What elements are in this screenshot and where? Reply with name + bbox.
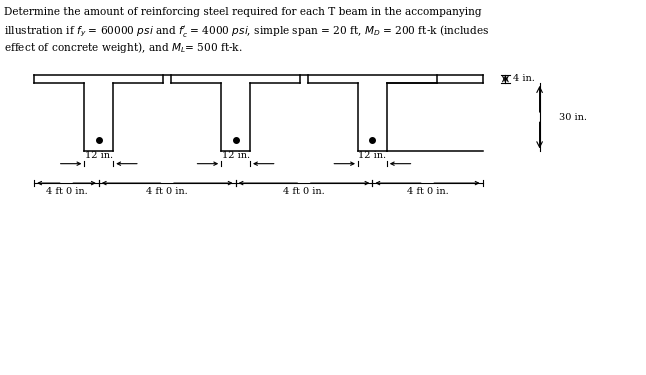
Text: 12 in.: 12 in. <box>85 151 113 160</box>
Text: 4 in.: 4 in. <box>513 75 535 84</box>
Text: 4 ft 0 in.: 4 ft 0 in. <box>147 188 188 196</box>
Text: 4 ft 0 in.: 4 ft 0 in. <box>46 188 87 196</box>
Text: Determine the amount of reinforcing steel required for each T beam in the accomp: Determine the amount of reinforcing stee… <box>4 7 481 16</box>
Text: effect of concrete weight), and $M_L$= 500 ft-k.: effect of concrete weight), and $M_L$= 5… <box>4 40 242 55</box>
Text: 12 in.: 12 in. <box>359 151 386 160</box>
Text: 12 in.: 12 in. <box>222 151 249 160</box>
Text: 30 in.: 30 in. <box>559 112 587 122</box>
Text: illustration if $f_y$ = 60000 $psi$ and $f_c^{\prime}$ = 4000 $psi$, simple span: illustration if $f_y$ = 60000 $psi$ and … <box>4 23 489 39</box>
Text: 4 ft 0 in.: 4 ft 0 in. <box>406 188 448 196</box>
Text: 4 ft 0 in.: 4 ft 0 in. <box>283 188 325 196</box>
